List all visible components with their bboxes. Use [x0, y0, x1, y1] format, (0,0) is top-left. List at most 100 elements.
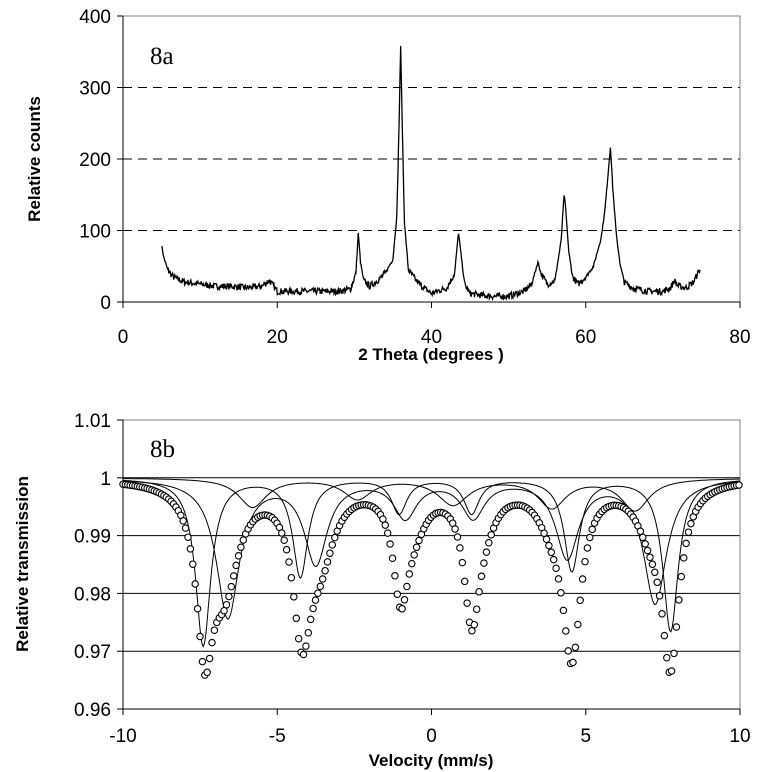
y-tick-label-8b: 1.01 — [74, 411, 111, 432]
data-point — [326, 549, 334, 557]
y-tick-label-8b: 1 — [100, 469, 111, 490]
data-point — [571, 643, 580, 652]
y-axis-label-8a: Relative counts — [25, 96, 44, 222]
data-point — [290, 593, 298, 601]
data-point — [672, 623, 681, 631]
ticks-8a: 0 100 200 300 400 0 20 40 60 80 — [79, 7, 750, 348]
data-point — [562, 627, 570, 635]
data-point — [667, 667, 676, 675]
data-point — [557, 589, 565, 597]
x-tick-label-8b: 10 — [729, 726, 750, 747]
data-point — [314, 589, 322, 597]
y-tick-label-8a: 0 — [100, 293, 111, 314]
x-tick-label-8a: 0 — [118, 327, 129, 348]
data-point — [549, 555, 558, 564]
y-tick-label-8a: 400 — [79, 7, 111, 28]
x-tick-label-8b: -5 — [269, 726, 286, 747]
data-point — [299, 650, 308, 659]
y-tick-label-8a: 200 — [79, 150, 111, 171]
data-point — [184, 533, 192, 541]
data-point — [391, 572, 399, 580]
y-axis-label-8b: Relative transmission — [13, 476, 32, 652]
data-point — [328, 541, 337, 549]
data-point — [472, 605, 481, 613]
data-point — [581, 557, 589, 566]
data-point — [405, 570, 414, 578]
data-point — [220, 606, 228, 615]
data-point — [205, 654, 214, 663]
data-point — [302, 642, 310, 650]
data-point — [294, 634, 303, 643]
data-point — [583, 544, 592, 552]
data-point — [229, 572, 238, 580]
panel-label-8b: 8b — [150, 436, 175, 463]
data-point — [198, 657, 207, 666]
data-point — [222, 600, 231, 609]
data-point — [477, 572, 486, 581]
y-tick-label-8a: 100 — [79, 222, 111, 243]
y-tick-label-8b: 0.97 — [74, 642, 111, 663]
x-axis-label-8a: 2 Theta (degrees ) — [358, 345, 504, 364]
data-point — [196, 632, 204, 641]
data-point — [386, 540, 394, 548]
data-point — [309, 604, 317, 613]
data-point — [658, 610, 666, 618]
data-point — [540, 529, 548, 537]
data-point — [400, 596, 409, 604]
panel-label-8a: 8a — [150, 43, 174, 70]
data-point — [331, 533, 339, 542]
ticks-8b: 0.96 0.97 0.98 0.99 1 1.01 -10 -5 0 5 10 — [74, 411, 751, 747]
data-point — [643, 546, 652, 555]
data-point — [569, 658, 577, 667]
data-point — [687, 519, 695, 528]
x-tick-label-8b: 0 — [426, 726, 437, 747]
data-point — [282, 545, 291, 554]
data-point — [574, 620, 582, 629]
data-point — [321, 566, 329, 575]
data-point — [285, 558, 293, 566]
data-points-8b — [119, 480, 743, 679]
data-point — [460, 577, 469, 586]
data-point — [179, 517, 187, 525]
x-tick-label-8b: 5 — [580, 726, 591, 747]
y-tick-label-8b: 0.99 — [74, 527, 111, 548]
data-point — [408, 559, 416, 568]
data-point — [682, 539, 690, 548]
data-point — [463, 599, 471, 607]
data-point — [651, 568, 659, 577]
data-point — [554, 575, 563, 583]
data-point — [234, 552, 243, 560]
data-point — [304, 628, 313, 637]
fit-curve-fit-subspectrum-A — [122, 479, 741, 648]
data-point — [398, 605, 406, 613]
data-point — [684, 528, 693, 536]
data-point — [468, 627, 476, 635]
data-point — [470, 620, 479, 629]
data-point — [193, 604, 202, 613]
data-point — [456, 544, 464, 552]
data-point — [278, 529, 286, 537]
chart-8b: 0.96 0.97 0.98 0.99 1 1.01 -10 -5 0 5 10 8b Veloci… — [13, 411, 751, 770]
data-point — [735, 481, 743, 489]
y-tick-label-8b: 0.98 — [74, 584, 111, 605]
x-tick-label-8a: 80 — [729, 327, 750, 348]
data-point — [586, 533, 594, 542]
data-point — [475, 588, 483, 596]
chart-8a: 0 100 200 300 400 0 20 40 60 80 8a 2 Theta (degre… — [25, 7, 751, 364]
data-point — [641, 540, 649, 548]
data-point — [287, 573, 296, 582]
data-point — [458, 558, 467, 567]
gridlines-8a — [123, 87, 740, 231]
data-point — [316, 582, 325, 591]
data-point — [663, 653, 671, 662]
data-point — [578, 575, 587, 583]
data-point — [542, 535, 551, 543]
data-point — [646, 553, 654, 562]
xrd-pattern-line — [161, 45, 701, 302]
data-point — [318, 575, 327, 583]
data-point — [453, 533, 462, 541]
data-point — [393, 590, 402, 598]
data-point — [545, 541, 553, 550]
data-point — [280, 536, 288, 544]
